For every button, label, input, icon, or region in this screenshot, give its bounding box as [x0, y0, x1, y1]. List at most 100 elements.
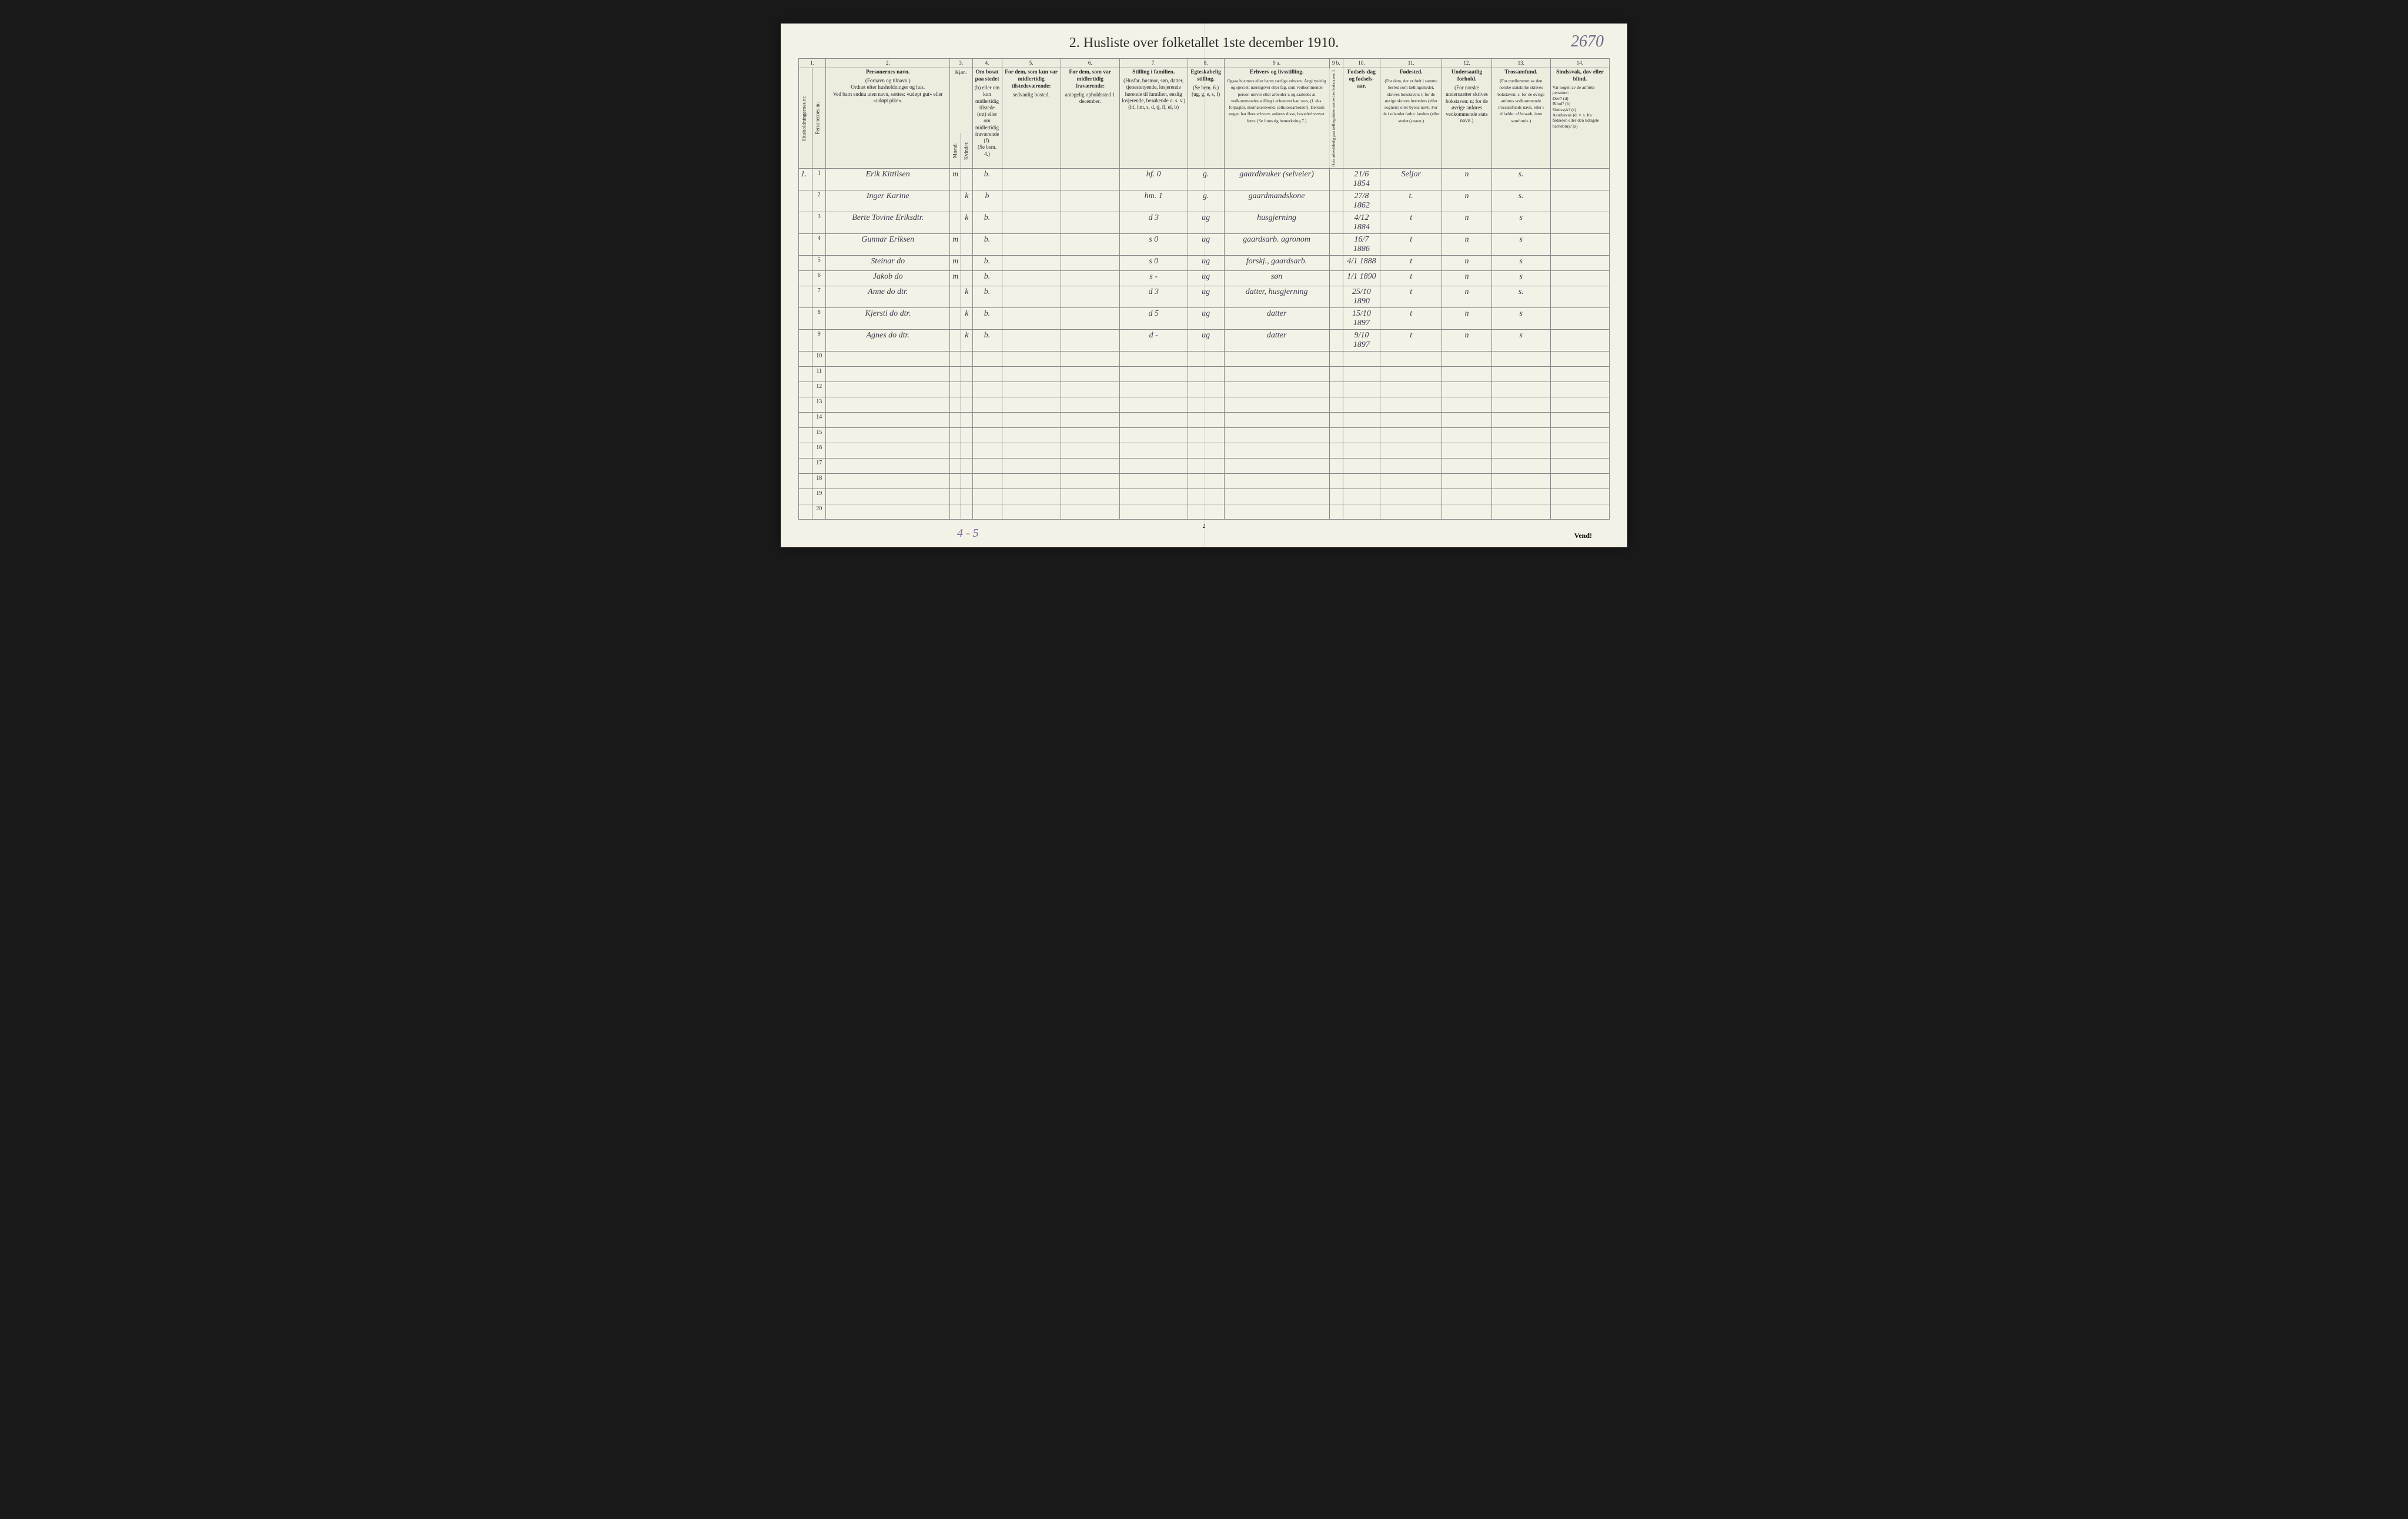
cell: [1224, 382, 1329, 397]
cell: [1491, 397, 1550, 412]
header-family-position: Stilling i familien. (Husfar, husmor, sø…: [1119, 68, 1188, 169]
header-residence: Om bosat paa stedet (b) eller om kun mid…: [972, 68, 1002, 169]
cell: [972, 427, 1002, 443]
cell: [1188, 412, 1224, 427]
cell: [950, 351, 961, 366]
cell: [1188, 351, 1224, 366]
cell: [1550, 382, 1609, 397]
cell: d 5: [1119, 307, 1188, 329]
cell: t: [1380, 255, 1442, 270]
cell: [1491, 443, 1550, 458]
cell: s 0: [1119, 233, 1188, 255]
cell: 18: [812, 473, 826, 489]
cell: [1188, 458, 1224, 473]
cell: n: [1442, 233, 1491, 255]
cell: [950, 329, 961, 351]
cell: m: [950, 168, 961, 190]
col-num: 3.: [950, 59, 972, 68]
cell: Gunnar Eriksen: [826, 233, 950, 255]
cell: [961, 443, 972, 458]
cell: n: [1442, 190, 1491, 212]
header-birthplace: Fødested. (For dem, der er født i samme …: [1380, 68, 1442, 169]
cell: 17: [812, 458, 826, 473]
cell: [961, 366, 972, 382]
cell: [1491, 427, 1550, 443]
cell: forskj., gaardsarb.: [1224, 255, 1329, 270]
cell: [1550, 190, 1609, 212]
cell: [1550, 473, 1609, 489]
cell: 1.: [799, 168, 812, 190]
cell: d 3: [1119, 286, 1188, 307]
cell: t: [1380, 212, 1442, 233]
cell: [1224, 458, 1329, 473]
cell: [1061, 307, 1119, 329]
cell: b.: [972, 233, 1002, 255]
cell: [799, 255, 812, 270]
cell: [1380, 504, 1442, 519]
col-num: 10.: [1343, 59, 1380, 68]
header-person-nr: Personernes nr.: [812, 68, 826, 169]
cell: [1329, 427, 1343, 443]
cell: [799, 190, 812, 212]
cell: [826, 443, 950, 458]
header-subtext: (Fornavn og tilnavn.) Ordnet efter husho…: [833, 78, 943, 103]
cell: [1343, 504, 1380, 519]
cell: b.: [972, 255, 1002, 270]
header-subtext: (For medlemmer av den norske statskirke …: [1497, 78, 1544, 123]
cell: 7: [812, 286, 826, 307]
cell: [799, 427, 812, 443]
header-label: Undersaatlig forhold.: [1444, 69, 1489, 83]
cell: [799, 443, 812, 458]
header-subtext: sedvanlig bosted.: [1013, 92, 1050, 98]
cell: [1329, 412, 1343, 427]
cell: [826, 351, 950, 366]
cell: Inger Karine: [826, 190, 950, 212]
col-num: 8.: [1188, 59, 1224, 68]
cell: [1188, 489, 1224, 504]
cell: 5: [812, 255, 826, 270]
cell: k: [961, 307, 972, 329]
cell: 19: [812, 489, 826, 504]
cell: s -: [1119, 270, 1188, 286]
header-label: Sindssvak, døv eller blind.: [1553, 69, 1607, 83]
cell: [1188, 504, 1224, 519]
cell: 9/10 1897: [1343, 329, 1380, 351]
cell: [1119, 473, 1188, 489]
cell: [1119, 366, 1188, 382]
header-label: Fødested.: [1382, 69, 1440, 76]
cell: [1002, 168, 1061, 190]
cell: [1002, 212, 1061, 233]
cell: [1061, 366, 1119, 382]
cell: s 0: [1119, 255, 1188, 270]
cell: [1061, 473, 1119, 489]
cell: [1061, 382, 1119, 397]
cell: [799, 212, 812, 233]
cell: [972, 351, 1002, 366]
page-fold: [1204, 24, 1205, 547]
cell: [799, 504, 812, 519]
cell: s.: [1491, 168, 1550, 190]
cell: [1002, 412, 1061, 427]
cell: d 3: [1119, 212, 1188, 233]
cell: [1329, 366, 1343, 382]
cell: [1061, 270, 1119, 286]
cell: t: [1380, 286, 1442, 307]
cell: [1329, 443, 1343, 458]
cell: [950, 190, 961, 212]
cell: [1224, 351, 1329, 366]
cell: [1002, 443, 1061, 458]
cell: b.: [972, 329, 1002, 351]
cell: [961, 458, 972, 473]
cell: [1491, 489, 1550, 504]
cell: [1119, 382, 1188, 397]
cell: 8: [812, 307, 826, 329]
cell: [1442, 412, 1491, 427]
cell: [972, 458, 1002, 473]
vend-instruction: Vend!: [1574, 531, 1592, 540]
col-num: 14.: [1550, 59, 1609, 68]
cell: [950, 443, 961, 458]
header-unemployed: Hvis arbeidsledig paa tællingstiden sætt…: [1329, 68, 1343, 169]
cell: b.: [972, 212, 1002, 233]
cell: [961, 270, 972, 286]
cell: [1002, 255, 1061, 270]
